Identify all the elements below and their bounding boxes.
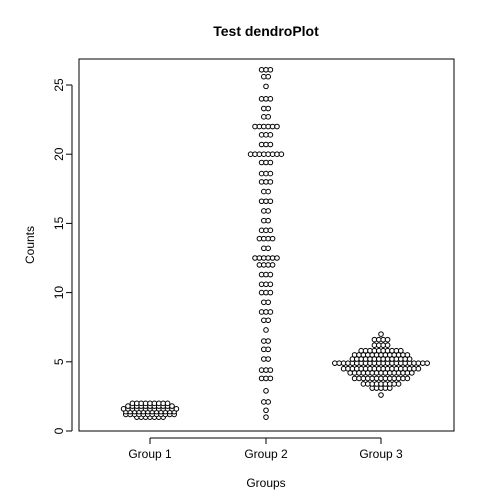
- x-axis-label: Groups: [246, 476, 285, 490]
- data-point: [384, 336, 391, 343]
- data-point: [265, 217, 272, 224]
- y-tick-label: 25: [52, 78, 66, 92]
- data-point: [415, 365, 422, 372]
- data-point: [278, 151, 285, 157]
- data-point: [269, 262, 276, 268]
- data-point: [267, 375, 274, 382]
- x-tick-label: Group 2: [244, 447, 288, 461]
- data-point: [267, 96, 274, 102]
- data-point: [164, 400, 171, 407]
- data-point: [274, 255, 280, 261]
- data-point: [269, 235, 276, 242]
- data-point: [265, 317, 272, 324]
- x-tick-label: Group 3: [359, 447, 403, 461]
- data-point: [263, 388, 269, 394]
- y-tick-label: 15: [52, 216, 66, 230]
- data-point: [265, 105, 272, 112]
- data-point: [263, 414, 269, 420]
- data-point: [265, 356, 272, 362]
- data-point: [267, 170, 274, 177]
- data-point: [267, 159, 274, 166]
- x-tick-label: Group 1: [128, 447, 172, 461]
- data-point: [267, 367, 274, 373]
- data-point: [378, 392, 384, 398]
- data-point: [267, 281, 274, 288]
- y-tick-label: 0: [52, 427, 66, 434]
- data-point: [267, 289, 274, 296]
- data-point: [265, 338, 272, 344]
- data-point: [398, 347, 404, 354]
- data-point: [267, 198, 274, 205]
- data-point: [265, 399, 272, 405]
- data-point: [173, 406, 180, 412]
- data-point: [265, 245, 272, 252]
- data-point: [265, 208, 272, 214]
- data-point: [395, 381, 402, 387]
- data-point: [265, 188, 272, 195]
- chart-title: Test dendroPlot: [213, 23, 319, 39]
- data-point: [263, 83, 269, 90]
- y-axis-label: Counts: [23, 226, 37, 264]
- data-point: [265, 346, 272, 353]
- data-point: [274, 123, 280, 130]
- data-point: [384, 342, 391, 348]
- data-point: [267, 227, 274, 234]
- data-point: [267, 132, 274, 138]
- data-point: [263, 327, 269, 333]
- data-point: [267, 271, 274, 278]
- y-axis: 0 5 10 15 20 25: [52, 78, 73, 434]
- data-point: [406, 356, 413, 362]
- data-point: [265, 299, 272, 306]
- data-point: [265, 114, 272, 120]
- data-point: [267, 66, 274, 73]
- x-axis: Group 1 Group 2 Group 3: [128, 437, 403, 461]
- data-point: [409, 370, 415, 376]
- data-point: [169, 403, 175, 409]
- y-tick-label: 20: [52, 147, 66, 161]
- data-points-layer: [120, 66, 431, 420]
- data-point: [404, 375, 411, 382]
- y-tick-label: 5: [52, 358, 66, 365]
- data-point: [404, 352, 411, 358]
- data-point: [267, 141, 274, 148]
- y-tick-label: 10: [52, 286, 66, 300]
- data-point: [263, 407, 269, 414]
- data-point: [267, 309, 274, 315]
- data-point: [378, 331, 384, 337]
- data-point: [267, 179, 274, 185]
- plot-frame: [78, 58, 455, 432]
- data-point: [424, 360, 431, 366]
- data-point: [265, 73, 272, 80]
